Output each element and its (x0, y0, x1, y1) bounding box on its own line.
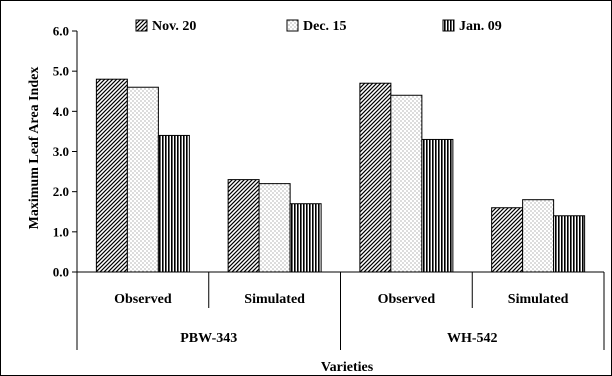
legend-swatch (286, 19, 299, 32)
y-tick-label: 0.0 (53, 265, 69, 280)
y-tick-label: 3.0 (53, 144, 69, 159)
bar-nov-20-3 (491, 207, 524, 273)
bar-dec-15-3 (522, 199, 555, 273)
bar-nov-20-0 (95, 78, 128, 273)
legend-swatch (135, 19, 148, 32)
bar-jan-09-0 (157, 134, 190, 273)
legend-label: Jan. 09 (459, 19, 502, 34)
legend-label: Nov. 20 (152, 19, 196, 34)
bar-jan-09-2 (421, 138, 454, 273)
x-axis-title: Varieties (321, 360, 374, 375)
bar-dec-15-1 (258, 183, 291, 273)
group-label: WH-542 (447, 331, 498, 346)
legend-label: Dec. 15 (303, 19, 347, 34)
y-tick-label: 2.0 (53, 184, 69, 199)
y-tick-label: 5.0 (53, 64, 69, 79)
legend-swatch (442, 19, 455, 32)
y-tick-label: 4.0 (53, 104, 69, 119)
bar-dec-15-2 (390, 94, 423, 273)
bar-dec-15-0 (126, 86, 159, 273)
bar-nov-20-1 (227, 179, 260, 273)
category-label: Observed (378, 292, 436, 307)
y-tick-label: 6.0 (53, 24, 69, 39)
bar-jan-09-1 (289, 203, 322, 273)
bar-jan-09-3 (553, 215, 586, 273)
category-label: Simulated (244, 292, 305, 307)
y-tick-label: 1.0 (53, 224, 69, 239)
plot-area: 0.0 1.0 2.0 3.0 4.0 5.0 6.0 Observed Simulated Ob… (53, 19, 605, 350)
y-axis-title: Maximum Leaf Area Index (27, 67, 42, 230)
category-label: Simulated (508, 292, 569, 307)
category-label: Observed (114, 292, 172, 307)
bar-nov-20-2 (359, 82, 392, 273)
group-label: PBW-343 (180, 331, 237, 346)
